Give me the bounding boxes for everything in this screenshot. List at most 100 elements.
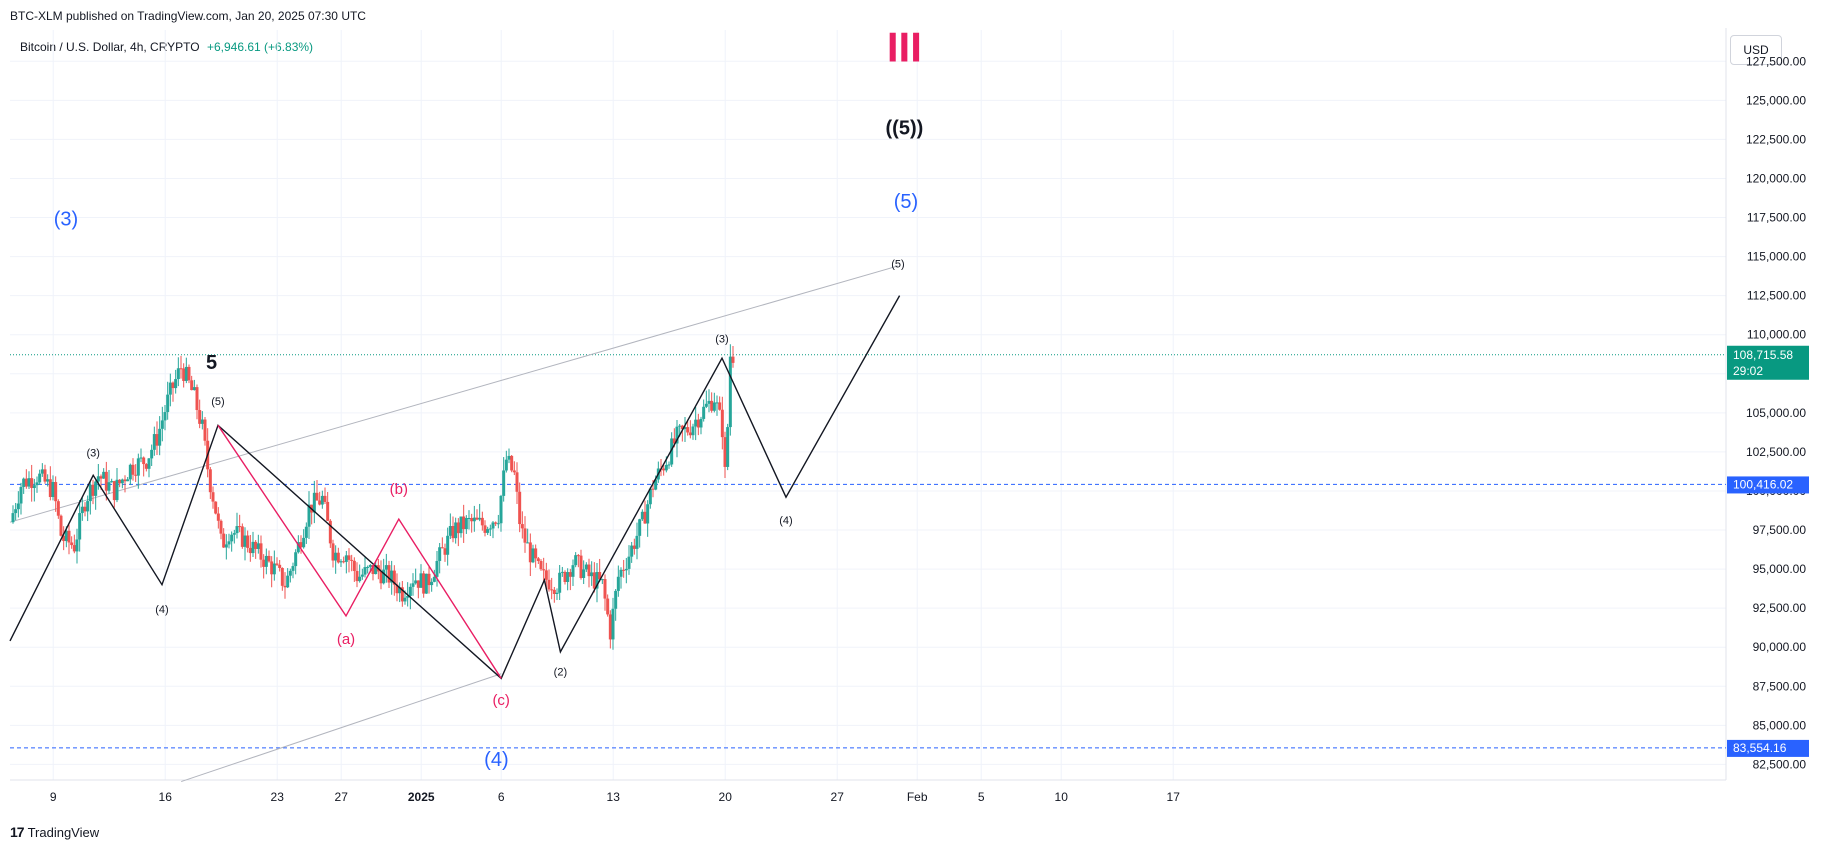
candle-body: [118, 479, 122, 484]
y-tick-label: 92,500.00: [1753, 601, 1807, 615]
y-tick-label: 125,000.00: [1746, 93, 1806, 107]
candle-body: [654, 479, 658, 490]
candle-body: [342, 561, 346, 563]
candle-body: [686, 427, 690, 433]
candle-body: [480, 517, 484, 526]
candle-body: [550, 589, 554, 591]
candle-body: [366, 566, 370, 568]
candle-body: [448, 526, 452, 536]
candle-body: [91, 484, 95, 496]
wave-label: (3): [715, 334, 728, 346]
candle-body: [110, 481, 114, 483]
candle-body: [539, 561, 543, 570]
candle-body: [86, 501, 90, 512]
candle-body: [571, 565, 575, 577]
candle-body: [542, 569, 546, 571]
candle-body: [24, 478, 28, 487]
candle-body: [371, 565, 375, 575]
candle-body: [46, 479, 50, 482]
y-tick-label: 95,000.00: [1753, 562, 1807, 576]
wave-label: (a): [337, 631, 355, 648]
candle-body: [680, 425, 684, 430]
x-tick-label: 6: [498, 790, 505, 804]
candle-body: [430, 581, 434, 586]
candle-body: [483, 525, 487, 533]
candle-body: [646, 504, 650, 524]
candle-body: [38, 473, 42, 483]
candle-body: [728, 356, 732, 428]
candle-body: [470, 517, 474, 522]
candle-body: [360, 574, 364, 577]
candle-body: [267, 555, 271, 562]
candle-body: [616, 576, 620, 591]
candle-body: [259, 543, 263, 560]
candle-body: [315, 492, 319, 501]
candle-body: [582, 569, 586, 578]
candle-body: [304, 526, 308, 538]
candle-body: [144, 464, 148, 469]
brand-name: TradingView: [27, 824, 100, 840]
candle-body: [566, 572, 570, 582]
candle-body: [182, 368, 186, 381]
y-tick-label: 90,000.00: [1753, 640, 1807, 654]
candle-body: [715, 402, 719, 404]
candle-body: [294, 552, 298, 567]
candle-body: [160, 420, 164, 429]
candle-body: [406, 595, 410, 598]
candle-body: [126, 479, 130, 482]
candle-body: [320, 495, 324, 505]
footer-brand[interactable]: 17 TradingView: [10, 824, 99, 840]
x-tick-label: Feb: [907, 790, 928, 804]
wave-label: (2): [554, 666, 567, 678]
candle-body: [454, 522, 458, 539]
candle-body: [398, 587, 402, 594]
wave-label: (3): [54, 208, 78, 230]
candle-body: [720, 409, 724, 438]
candle-body: [603, 579, 607, 599]
candle-body: [702, 406, 706, 419]
candle-body: [150, 449, 154, 459]
y-tick-label: 112,500.00: [1747, 289, 1806, 303]
candle-body: [166, 394, 170, 413]
candle-body: [107, 482, 111, 491]
candle-body: [494, 522, 498, 524]
candle-body: [174, 379, 178, 389]
candle-body: [195, 387, 199, 411]
candle-body: [134, 474, 138, 476]
candle-body: [14, 509, 18, 514]
y-tick-label: 85,000.00: [1753, 718, 1807, 732]
candle-body: [664, 465, 668, 471]
candle-body: [27, 478, 31, 487]
candle-body: [123, 479, 127, 482]
candle-body: [243, 535, 247, 547]
x-tick-label: 2025: [408, 790, 435, 804]
candle-body: [688, 432, 692, 436]
price-tag-label: 100,416.02: [1733, 477, 1793, 491]
symbol-name[interactable]: Bitcoin / U.S. Dollar, 4h, CRYPTO: [20, 40, 200, 54]
candle-body: [432, 576, 436, 582]
wave-label: 5: [206, 352, 217, 374]
candle-body: [704, 403, 708, 407]
candle-body: [718, 402, 722, 410]
symbol-info: Bitcoin / U.S. Dollar, 4h, CRYPTO +6,946…: [20, 40, 313, 54]
candle-body: [424, 573, 428, 594]
candle-body: [614, 590, 618, 609]
candle-body: [262, 559, 266, 567]
candle-body: [384, 565, 388, 570]
candle-body: [355, 570, 359, 582]
candle-body: [622, 569, 626, 571]
candle-body: [438, 547, 442, 561]
candle-body: [307, 504, 311, 527]
x-tick-label: 27: [831, 790, 845, 804]
candle-body: [136, 458, 140, 476]
currency-button[interactable]: USD: [1730, 35, 1782, 65]
candle-body: [40, 469, 44, 474]
candle-body: [368, 565, 372, 567]
candle-body: [64, 530, 68, 542]
candle-body: [59, 515, 63, 536]
candle-body: [70, 542, 74, 546]
candle-body: [120, 479, 124, 484]
candle-body: [526, 542, 530, 544]
candle-body: [523, 528, 527, 543]
